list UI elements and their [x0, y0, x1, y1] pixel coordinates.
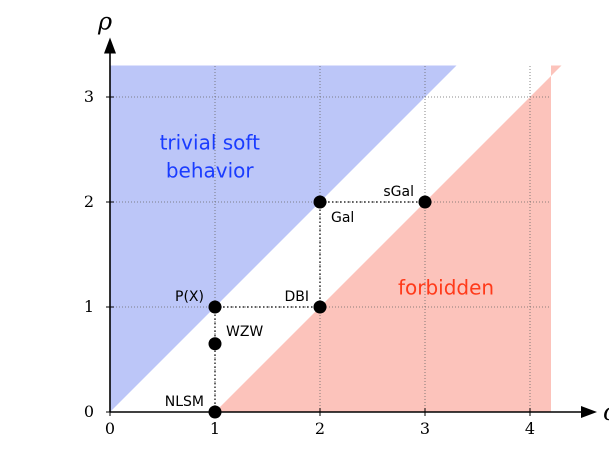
x-axis-label: σ	[603, 398, 609, 426]
y-tick-label: 0	[84, 402, 94, 421]
x-tick-label: 1	[210, 419, 220, 438]
x-axis-arrow	[581, 406, 597, 418]
x-tick-label: 0	[105, 419, 115, 438]
point-label: Gal	[331, 210, 354, 226]
region-trivial-soft-behavior	[110, 65, 457, 412]
points-layer	[208, 195, 432, 419]
point-gal	[313, 195, 327, 209]
y-tick-label: 3	[84, 87, 94, 106]
y-tick-label: 1	[84, 297, 94, 316]
point-label: sGal	[383, 184, 414, 200]
region-label: trivial soft	[160, 131, 261, 155]
x-tick-label: 3	[420, 419, 430, 438]
x-tick-label: 4	[525, 419, 535, 438]
point-label: P(X)	[175, 289, 204, 305]
point-sgal	[418, 195, 432, 209]
labels-layer: NLSM WZW P(X) DBI Gal sGal trivial soft behavio…	[160, 131, 495, 411]
point-label: DBI	[284, 289, 309, 305]
regions-layer	[110, 65, 562, 412]
region-label: behavior	[166, 159, 255, 183]
point-dbi	[313, 300, 327, 314]
region-label: forbidden	[398, 275, 494, 299]
axes-layer: σρ	[97, 8, 609, 427]
grid-layer	[110, 65, 551, 412]
point-label: WZW	[226, 324, 263, 340]
dotted-segments-layer	[214, 201, 425, 412]
point-nlsm	[208, 405, 222, 419]
y-axis-label: ρ	[97, 8, 112, 36]
x-tick-label: 2	[315, 419, 325, 438]
y-tick-label: 2	[84, 192, 94, 211]
region-forbidden	[215, 65, 562, 412]
point-label: NLSM	[165, 394, 204, 410]
y-axis-arrow	[104, 37, 116, 54]
point-px	[208, 300, 222, 314]
point-wzw	[208, 337, 222, 351]
ticks-layer: 0 1 2 3 4 0 1 2 3	[84, 87, 535, 438]
